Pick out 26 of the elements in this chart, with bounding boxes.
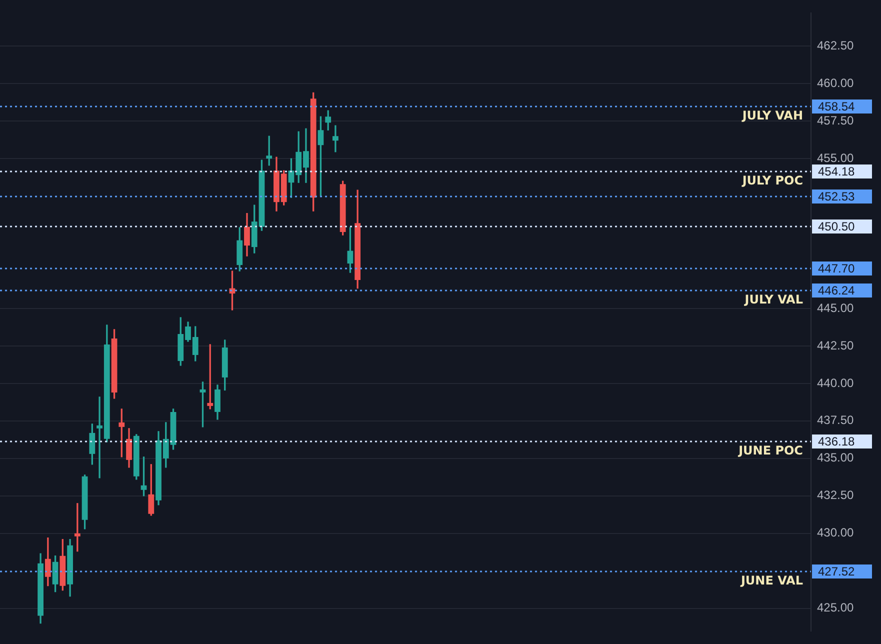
text: 446.24 [818,283,856,298]
ref-line-label: JULY POC [741,174,804,188]
text: 458.54 [818,99,856,114]
ref-line-label: JULY VAH [741,108,803,123]
y-tick-label: 460.00 [817,76,854,90]
y-tick-label: 442.50 [817,338,854,352]
ref-line-label: JUNE VAL [740,574,804,588]
text: 454.18 [818,164,856,178]
y-tick-label: 437.50 [817,413,854,428]
y-tick-label: 430.00 [817,526,854,540]
y-tick-label: 457.50 [817,113,854,128]
y-tick-label: 435.00 [817,450,854,465]
y-tick-label: 425.00 [817,600,854,615]
text: 450.50 [818,219,856,234]
ref-line-label: JULY VAL [744,292,804,307]
ref-line-label: JUNE POC [738,444,804,458]
candlestick [332,125,338,152]
text: 447.70 [818,261,856,276]
y-tick-label: 462.50 [817,38,854,52]
text: 427.52 [818,564,856,578]
y-tick-label: 445.00 [817,300,854,315]
text: 452.53 [818,189,856,204]
y-tick-label: 440.00 [817,376,854,390]
y-tick-label: 455.00 [817,150,854,165]
text: 436.18 [818,434,856,448]
y-tick-label: 432.50 [817,488,854,502]
